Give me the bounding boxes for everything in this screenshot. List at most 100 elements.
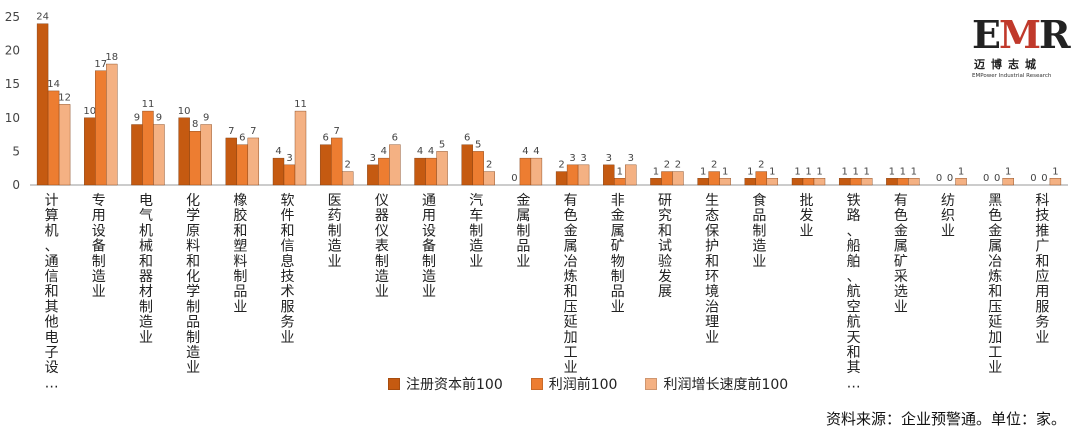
bar (802, 178, 815, 186)
x-category-char: 备 (92, 238, 106, 255)
bar-value-label: 0 (994, 173, 1000, 184)
x-category-char: 品 (611, 284, 625, 300)
bar (625, 164, 637, 186)
bar (577, 164, 590, 186)
x-category-char: 舶 (847, 254, 861, 270)
bar (425, 157, 437, 186)
y-tick-label: 15 (5, 77, 20, 91)
bar (555, 171, 568, 186)
x-category-char: 金 (894, 223, 908, 239)
x-category-char: 制 (516, 223, 530, 239)
x-category-char: 业 (516, 254, 530, 270)
bar (178, 117, 190, 186)
bar (106, 63, 118, 186)
bar-value-label: 2 (758, 160, 764, 171)
x-category-char: 其 (45, 299, 59, 315)
bar-value-label: 0 (983, 173, 989, 184)
x-category-char: 制 (186, 330, 200, 346)
x-category-char: 批 (800, 193, 814, 209)
x-category-char: 延 (564, 315, 578, 331)
x-category-char: 织 (941, 208, 955, 224)
x-category-char: 制 (375, 254, 389, 270)
x-category-char: 、 (847, 269, 861, 285)
x-category-char: 材 (139, 284, 153, 300)
x-category-char: 学 (186, 208, 200, 224)
bar-value-label: 1 (747, 166, 753, 177)
bar-value-label: 2 (486, 160, 492, 171)
x-category-char: 业 (988, 360, 1002, 376)
x-category-char: 属 (894, 239, 908, 255)
bar (414, 157, 426, 186)
x-category-char: 器 (375, 208, 389, 224)
x-category-char: 备 (422, 238, 436, 255)
bar-value-label: 1 (958, 166, 964, 177)
x-category-char: 业 (233, 299, 247, 315)
x-category-char: 治 (705, 299, 719, 315)
bar-value-label: 12 (58, 92, 71, 103)
x-category-char: 服 (281, 299, 295, 315)
x-category-char: 车 (469, 207, 483, 224)
bar-value-label: 6 (322, 133, 328, 144)
legend-swatch (388, 378, 400, 390)
x-category-char: 护 (705, 239, 719, 255)
bar-value-label: 1 (722, 166, 728, 177)
x-category-char: 业 (1035, 330, 1049, 346)
bar-value-label: 6 (392, 133, 398, 144)
x-category-char: 服 (1035, 299, 1049, 315)
x-category-char: 黑 (988, 193, 1002, 209)
x-category-char: 专 (92, 193, 106, 209)
bar-value-label: 10 (83, 106, 96, 117)
bar-value-label: 3 (580, 153, 586, 164)
legend-item-registered-capital: 注册资本前100 (388, 374, 503, 394)
bar-value-label: 8 (192, 119, 198, 130)
bar-value-label: 4 (417, 146, 423, 157)
x-category-char: 发 (658, 269, 672, 285)
bar (603, 164, 615, 186)
bar-value-label: 1 (852, 166, 858, 177)
x-category-char: 制 (611, 269, 625, 285)
x-category-char: 制 (186, 299, 200, 315)
x-category-char: 件 (281, 208, 295, 224)
bar-value-label: 11 (294, 99, 307, 110)
x-category-char: 和 (988, 284, 1002, 300)
x-category-char: 业 (800, 223, 814, 239)
bar (661, 171, 673, 186)
legend-item-profit-growth: 利润增长速度前100 (645, 374, 788, 394)
x-category-char: 制 (139, 299, 153, 315)
x-category-char: 设 (422, 223, 436, 239)
x-category-char: 有 (564, 193, 578, 209)
source-note: 资料来源：企业预警通。单位：家。 (825, 410, 1066, 428)
bar (378, 157, 390, 186)
x-category-char: 业 (375, 284, 389, 300)
legend-item-profit: 利润前100 (530, 374, 617, 394)
x-category-char: 业 (611, 299, 625, 315)
x-category-char: 发 (800, 208, 814, 224)
bar (708, 171, 720, 186)
bar-value-label: 7 (228, 126, 234, 137)
x-category-label: 计算机、通信和其他电子设… (45, 193, 59, 391)
bar-value-label: 1 (889, 166, 895, 177)
x-category-char: 态 (705, 208, 719, 224)
bar (330, 137, 343, 186)
x-category-char: 软 (281, 193, 295, 209)
x-category-char: 器 (139, 269, 153, 285)
x-category-char: 航 (847, 284, 861, 300)
x-category-char: 品 (186, 315, 200, 331)
x-category-char: 工 (988, 345, 1002, 361)
x-category-char: 造 (422, 269, 436, 285)
bar-value-label: 1 (805, 166, 811, 177)
x-category-char: 采 (894, 269, 908, 285)
x-category-char: 品 (233, 284, 247, 300)
x-category-char: 业 (894, 299, 908, 315)
bar (236, 144, 249, 186)
x-category-char: 塑 (233, 239, 247, 255)
bar (153, 124, 165, 186)
bar (719, 178, 731, 186)
x-category-char: 表 (375, 239, 389, 255)
